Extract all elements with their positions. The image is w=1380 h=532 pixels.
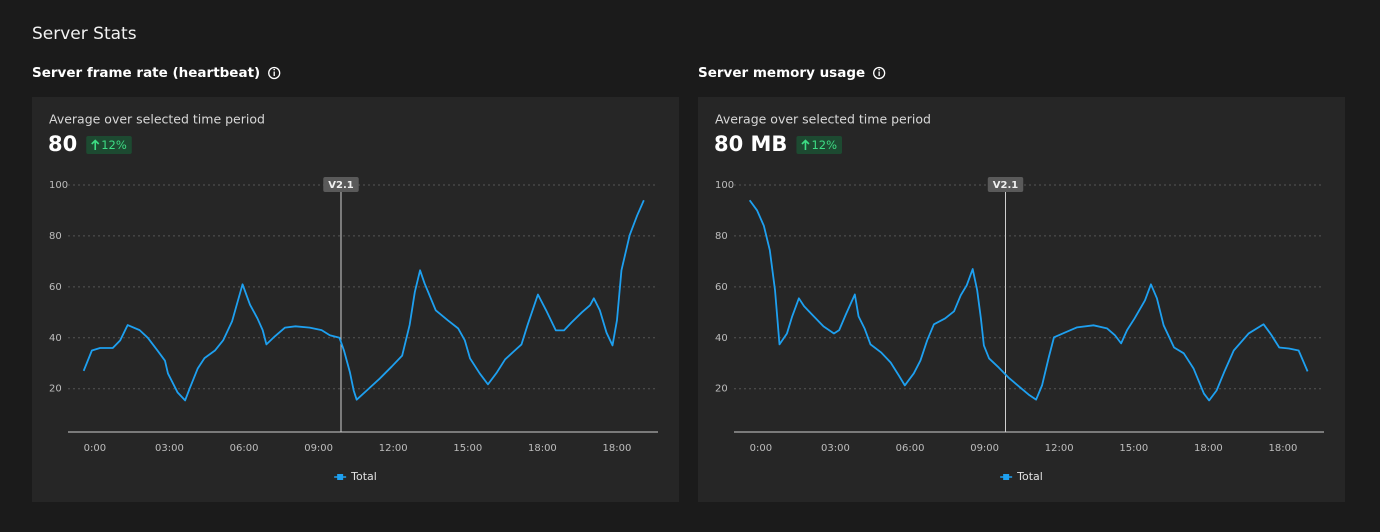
y-tick-label: 60 <box>715 282 728 293</box>
x-tick-label: 18:00 <box>1194 443 1223 454</box>
x-tick-label: 06:00 <box>896 443 925 454</box>
headline-value: 80 <box>48 132 77 156</box>
x-tick-label: 09:00 <box>970 443 999 454</box>
y-tick-label: 80 <box>715 231 728 242</box>
x-tick-label: 0:00 <box>84 443 106 454</box>
y-tick-label: 20 <box>715 384 728 395</box>
chart-panel <box>698 97 1345 502</box>
y-tick-label: 40 <box>49 333 62 344</box>
legend-swatch <box>1003 474 1010 480</box>
annotation-badge <box>987 177 1024 192</box>
legend-item: Total <box>1000 470 1043 483</box>
arrow-up-icon <box>91 139 100 150</box>
panel-title: Server frame rate (heartbeat) <box>32 65 260 81</box>
page-title: Server Stats <box>32 24 137 44</box>
x-tick-label: 03:00 <box>155 443 184 454</box>
info-icon-dot <box>273 68 276 71</box>
x-tick-label: 03:00 <box>821 443 850 454</box>
x-tick-label: 12:00 <box>379 443 408 454</box>
change-value: 12% <box>101 138 127 152</box>
change-badge <box>796 136 843 154</box>
legend-item: Total <box>334 470 377 483</box>
subtitle: Average over selected time period <box>715 112 931 127</box>
panel-title: Server memory usage <box>698 65 865 81</box>
y-tick-label: 20 <box>49 384 62 395</box>
legend-swatch <box>337 474 344 480</box>
y-tick-label: 40 <box>715 333 728 344</box>
y-tick-label: 80 <box>49 231 62 242</box>
subtitle: Average over selected time period <box>49 112 265 127</box>
x-tick-label: 15:00 <box>1119 443 1148 454</box>
x-tick-label: 09:00 <box>304 443 333 454</box>
x-tick-label: 18:00 <box>1269 443 1298 454</box>
y-tick-label: 100 <box>49 180 68 191</box>
x-tick-label: 18:00 <box>603 443 632 454</box>
x-tick-label: 0:00 <box>750 443 772 454</box>
data-line <box>748 199 1309 402</box>
info-icon <box>268 66 281 80</box>
data-line <box>82 199 645 402</box>
y-tick-label: 60 <box>49 282 62 293</box>
legend-label: Total <box>1016 470 1043 483</box>
legend-label: Total <box>350 470 377 483</box>
y-tick-label: 100 <box>715 180 734 191</box>
change-value: 12% <box>811 138 837 152</box>
x-tick-label: 18:00 <box>528 443 557 454</box>
x-tick-label: 15:00 <box>453 443 482 454</box>
headline-value: 80 MB <box>714 132 787 156</box>
arrow-up-icon <box>801 139 810 150</box>
x-tick-label: 06:00 <box>230 443 259 454</box>
info-icon-dot <box>878 68 880 71</box>
change-badge <box>86 136 132 154</box>
chart-panel <box>32 97 679 502</box>
annotation-label: V2.1 <box>993 180 1018 191</box>
annotation-label: V2.1 <box>328 180 353 191</box>
x-tick-label: 12:00 <box>1045 443 1074 454</box>
info-icon <box>873 66 886 80</box>
annotation-badge <box>323 177 359 192</box>
